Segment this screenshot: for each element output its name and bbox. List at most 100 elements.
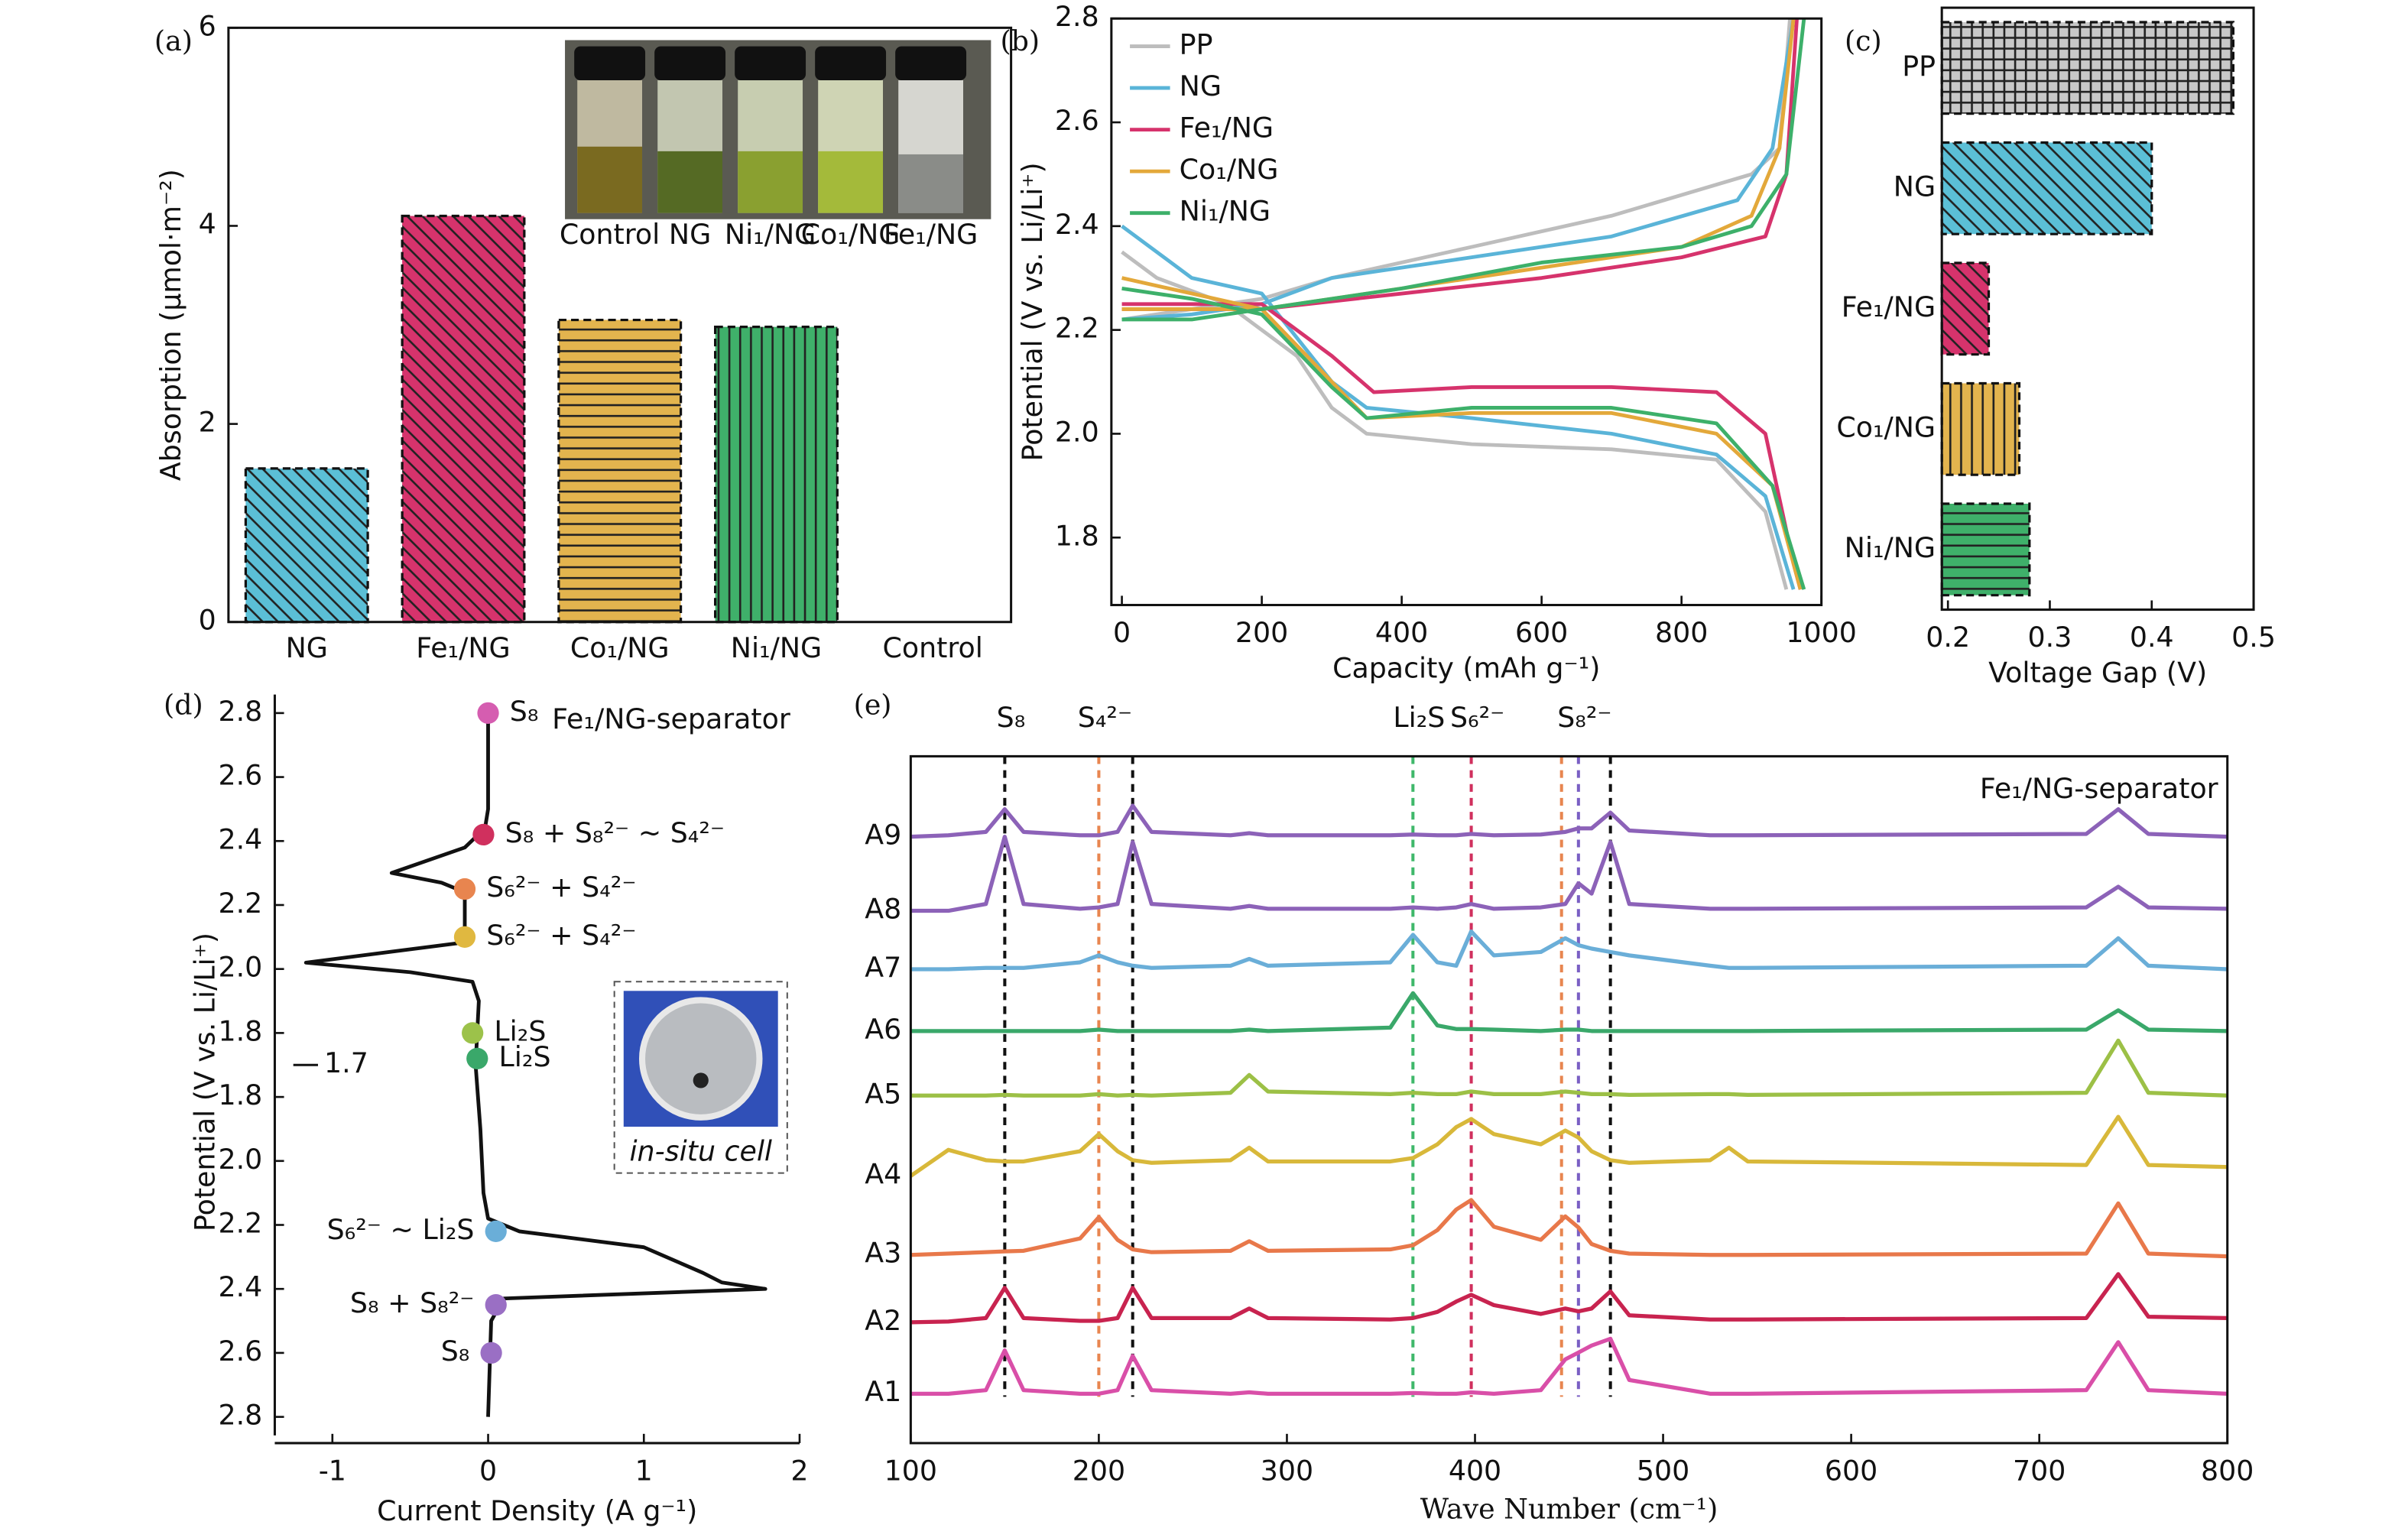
y-tick-label: 2.2 xyxy=(219,1207,263,1240)
y-tick-label: 2.4 xyxy=(219,822,263,855)
y-tick-label: 4 xyxy=(199,207,216,240)
x-axis-label: Capacity (mAh g⁻¹) xyxy=(1332,651,1600,684)
spectrum xyxy=(910,834,2228,913)
line xyxy=(1121,18,1806,590)
marker-label: S₈ + S₈²⁻ ~ S₄²⁻ xyxy=(505,816,725,849)
marker-label: S₆²⁻ ~ Li₂S xyxy=(327,1213,475,1246)
inset-label: Control xyxy=(560,218,660,251)
spectrum xyxy=(910,1198,2228,1259)
bar xyxy=(1940,502,2031,597)
turn-label: 1.7 xyxy=(324,1046,368,1079)
legend-label: Ni₁/NG xyxy=(1180,195,1271,228)
x-axis-label: Voltage Gap (V) xyxy=(1988,656,2207,689)
x-tick-label: Control xyxy=(883,631,983,664)
y-tick-label: 2 xyxy=(199,406,216,439)
y-tick-label: 1.8 xyxy=(219,1014,263,1047)
cell-photo xyxy=(613,981,788,1174)
x-axis-label: Current Density (A g⁻¹) xyxy=(377,1494,697,1527)
y-tick-label: 2.0 xyxy=(219,951,263,984)
marker-label: Li₂S xyxy=(494,1014,546,1047)
spectrum xyxy=(910,1272,2228,1325)
legend-label: NG xyxy=(1180,70,1222,102)
bar xyxy=(244,467,369,624)
x-tick-label: 700 xyxy=(2013,1454,2066,1487)
series-label: A7 xyxy=(865,951,901,984)
plot-frame xyxy=(1940,6,2255,612)
inset-label: Co₁/NG xyxy=(801,218,901,251)
x-tick-label: 500 xyxy=(1637,1454,1689,1487)
series-label: A4 xyxy=(865,1157,901,1190)
marker-label: S₆²⁻ + S₄²⁻ xyxy=(486,919,636,952)
panel-label: (a) xyxy=(154,24,193,57)
y-tick-label: 2.4 xyxy=(1055,208,1099,241)
x-tick-label: 0.2 xyxy=(1926,621,1970,654)
y-tick-label: 2.0 xyxy=(1055,415,1099,448)
series-label: A6 xyxy=(865,1013,901,1046)
y-tick-label: 2.2 xyxy=(219,887,263,920)
marker-label: S₈ + S₈²⁻ xyxy=(350,1286,475,1319)
plot-frame xyxy=(909,754,2229,1445)
marker-label: S₈ xyxy=(510,695,539,728)
bar xyxy=(1940,21,2235,115)
y-axis-label: Potential (V vs. Li/Li⁺) xyxy=(1016,162,1049,461)
marker xyxy=(480,1341,502,1364)
bar xyxy=(1940,381,2021,476)
marker xyxy=(485,1294,507,1316)
marker-label: Li₂S xyxy=(499,1040,551,1073)
spectrum xyxy=(910,991,2228,1033)
reference-label: S₄²⁻ xyxy=(1078,701,1132,734)
plot-frame xyxy=(1110,17,1823,607)
y-tick-label: 2.6 xyxy=(219,1335,263,1367)
x-tick-label: 600 xyxy=(1825,1454,1877,1487)
marker xyxy=(466,1047,488,1070)
y-tick-label: 2.8 xyxy=(1055,0,1099,33)
x-tick-label: 600 xyxy=(1515,616,1568,649)
y-tick-label: Ni₁/NG xyxy=(1845,531,1936,564)
x-tick-label: 200 xyxy=(1073,1454,1125,1487)
y-tick-label: 2.6 xyxy=(1055,104,1099,137)
x-tick-label: Fe₁/NG xyxy=(416,631,510,664)
spectrum xyxy=(909,1114,2228,1178)
bar xyxy=(557,318,683,624)
reference-label: Li₂S xyxy=(1393,701,1445,734)
x-tick-label: 1000 xyxy=(1786,616,1856,649)
panel-label: (e) xyxy=(854,688,892,721)
x-axis-label: Wave Number (cm⁻¹) xyxy=(1420,1492,1718,1525)
series-label: A9 xyxy=(865,819,901,852)
bar xyxy=(1940,141,2153,235)
marker xyxy=(477,702,499,725)
marker xyxy=(462,1022,484,1044)
spectrum xyxy=(910,929,2228,972)
bar xyxy=(401,214,526,624)
reference-label: S₈²⁻ xyxy=(1557,701,1611,734)
y-tick-label: 0 xyxy=(199,604,216,637)
x-tick-label: 0 xyxy=(1113,616,1131,649)
legend-label: Fe₁/NG xyxy=(1180,112,1274,144)
y-tick-label: Co₁/NG xyxy=(1836,410,1936,443)
marker xyxy=(485,1220,507,1243)
series-label: A5 xyxy=(865,1077,901,1110)
x-tick-label: 800 xyxy=(1655,616,1708,649)
x-tick-label: 400 xyxy=(1449,1454,1501,1487)
x-tick-label: 300 xyxy=(1261,1454,1313,1487)
x-tick-label: Ni₁/NG xyxy=(731,631,822,664)
x-tick-label: 400 xyxy=(1375,616,1428,649)
x-tick-label: 0.4 xyxy=(2130,621,2174,654)
line xyxy=(1121,18,1803,590)
x-tick-label: 2 xyxy=(790,1454,808,1487)
bar xyxy=(714,326,839,624)
x-tick-label: 0.5 xyxy=(2231,621,2276,654)
y-tick-label: PP xyxy=(1902,50,1936,83)
y-axis-label: Absorption (μmol·m⁻²) xyxy=(154,169,187,481)
spectrum xyxy=(910,803,2228,839)
x-tick-label: Co₁/NG xyxy=(570,631,670,664)
inset-label: Ni₁/NG xyxy=(725,218,816,251)
legend-label: Co₁/NG xyxy=(1180,153,1279,186)
y-tick-label: 2.8 xyxy=(219,1399,263,1432)
y-tick-label: 2.8 xyxy=(219,695,263,728)
panel-label: (d) xyxy=(164,688,203,721)
series-label: A1 xyxy=(865,1375,901,1408)
series-label: A8 xyxy=(865,893,901,926)
reference-label: S₈ xyxy=(997,701,1026,734)
